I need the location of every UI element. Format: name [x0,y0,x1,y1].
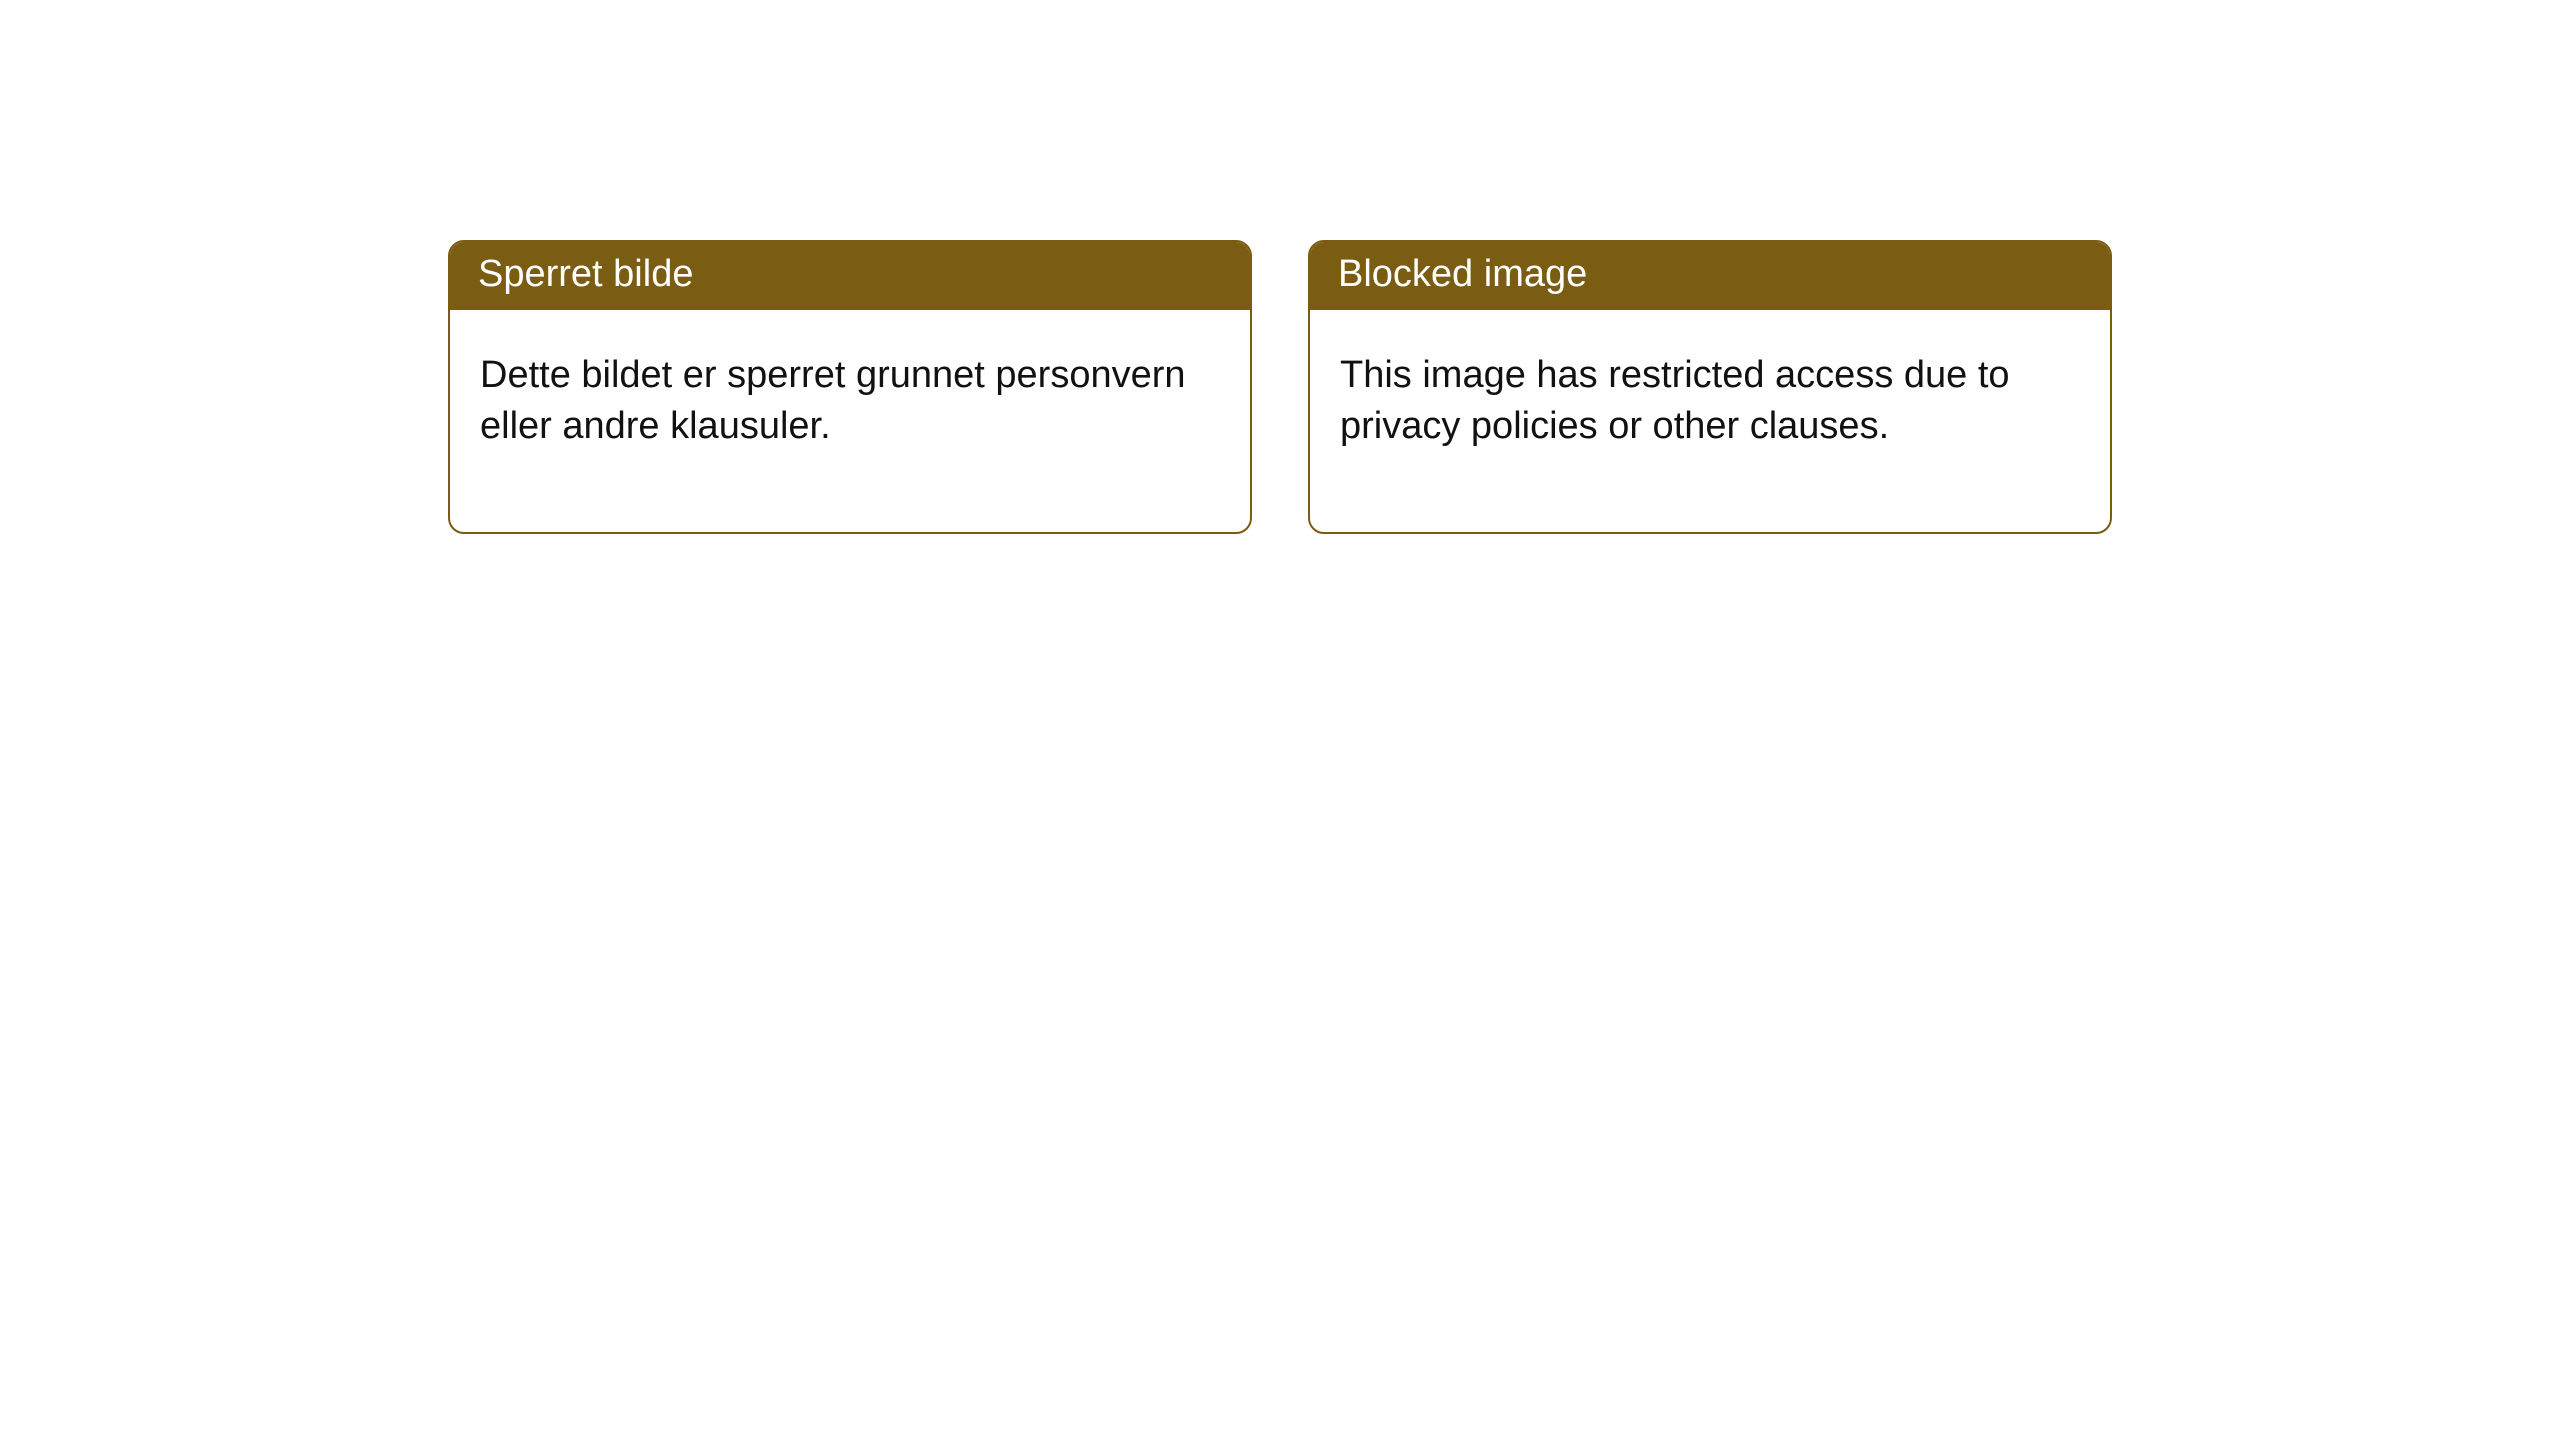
notice-title-no: Sperret bilde [450,242,1250,310]
notice-body-en: This image has restricted access due to … [1310,310,2110,533]
notice-card-no: Sperret bilde Dette bildet er sperret gr… [448,240,1252,534]
notice-container: Sperret bilde Dette bildet er sperret gr… [0,0,2560,534]
notice-card-en: Blocked image This image has restricted … [1308,240,2112,534]
notice-title-en: Blocked image [1310,242,2110,310]
notice-body-no: Dette bildet er sperret grunnet personve… [450,310,1250,533]
